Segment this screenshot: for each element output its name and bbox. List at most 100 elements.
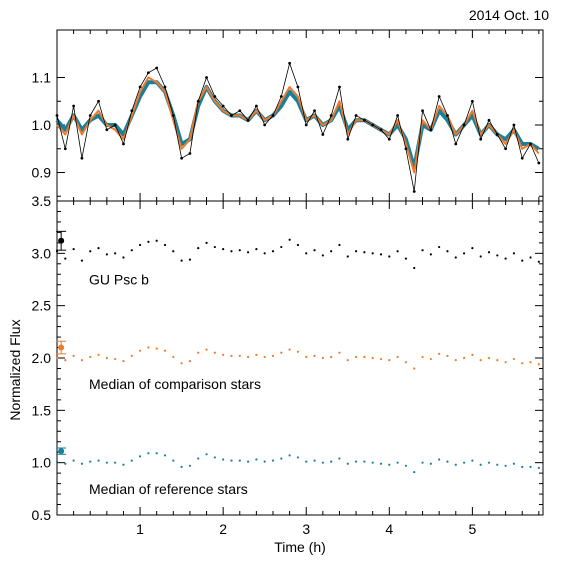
bottom-series-point	[197, 457, 200, 460]
bottom-series-point	[487, 356, 491, 360]
top-series-point	[371, 123, 375, 127]
bottom-series-point	[130, 354, 133, 358]
bottom-series-point	[429, 253, 432, 256]
top-series-point	[221, 104, 225, 108]
bottom-series-point	[421, 249, 424, 252]
bottom-series-point	[172, 250, 175, 253]
bottom-series-point	[496, 463, 499, 466]
bottom-series-point	[230, 354, 233, 358]
bottom-x-axis: 1 2 3 4 5	[73, 201, 540, 537]
top-series-point	[230, 114, 233, 117]
bottom-series-point	[462, 252, 466, 255]
top-series-point	[487, 118, 491, 122]
bottom-series-point	[479, 358, 482, 362]
bottom-series-point	[338, 243, 341, 247]
bottom-y-tick-label: 1.0	[32, 455, 52, 471]
top-series-line-0	[56, 62, 540, 192]
bottom-series-point	[305, 460, 308, 463]
bottom-series-point	[529, 361, 532, 364]
bottom-series-point	[238, 354, 241, 358]
top-series-point	[362, 118, 366, 122]
bottom-series-point	[404, 464, 408, 467]
bottom-series-point	[138, 349, 142, 352]
bottom-series-point	[471, 247, 474, 250]
bottom-series-point	[138, 243, 142, 247]
bottom-series-point	[255, 353, 258, 356]
bottom-y-tick-label: 0.5	[32, 507, 52, 523]
top-series-point	[520, 156, 524, 160]
bottom-series-point	[338, 351, 341, 354]
bottom-series-point	[122, 463, 125, 466]
bottom-series-point	[537, 260, 540, 263]
bottom-series-point	[89, 460, 92, 463]
top-series-point	[321, 133, 325, 136]
bottom-series-point	[371, 252, 374, 255]
bottom-series-point	[155, 347, 158, 350]
top-series-point	[80, 156, 84, 160]
bottom-series-point	[172, 355, 175, 359]
bottom-series-point	[213, 456, 216, 459]
bottom-series-point	[238, 459, 241, 462]
bottom-series-point	[396, 355, 399, 359]
bottom-series-point	[89, 355, 92, 359]
series-label: GU Psc b	[89, 272, 149, 288]
error-bar-point	[58, 344, 65, 351]
top-series-point	[63, 147, 67, 151]
bottom-series-point	[205, 348, 208, 351]
bottom-series-point	[305, 252, 308, 255]
bottom-series-point	[147, 452, 150, 455]
bottom-series-point	[288, 454, 291, 457]
bottom-series-point	[197, 247, 200, 250]
top-series-line-1	[56, 76, 540, 174]
bottom-series-point	[271, 354, 275, 358]
series-label: Median of reference stars	[89, 481, 248, 497]
bottom-series-point	[263, 355, 266, 359]
bottom-series-point	[321, 356, 324, 360]
bottom-series-point	[504, 464, 507, 467]
bottom-series-point	[487, 251, 491, 254]
top-series-point	[396, 114, 400, 117]
bottom-series-layer	[55, 238, 540, 474]
bottom-series-point	[80, 358, 84, 362]
bottom-series-point	[388, 463, 391, 466]
bottom-series-point	[80, 259, 84, 262]
bottom-series-point	[446, 250, 449, 253]
bottom-series-point	[280, 351, 283, 354]
bottom-series-point	[114, 357, 117, 361]
bottom-series-point	[454, 358, 457, 362]
bottom-series-point	[363, 460, 366, 463]
bottom-series-point	[537, 466, 540, 469]
bottom-series-point	[396, 461, 399, 464]
top-series-point	[97, 99, 100, 103]
bottom-series-point	[471, 459, 474, 462]
top-series-point	[346, 137, 350, 141]
error-bar-point	[58, 448, 65, 455]
bottom-series-point	[130, 249, 133, 252]
bottom-series-point	[147, 346, 150, 349]
bottom-series-point	[263, 252, 266, 255]
bottom-series-point	[163, 349, 167, 352]
bottom-series-point	[122, 256, 125, 259]
bottom-series-point	[155, 452, 158, 455]
bottom-series-point	[479, 255, 482, 258]
bottom-series-point	[230, 459, 233, 462]
bottom-series-point	[114, 252, 117, 255]
bottom-series-point	[64, 462, 67, 465]
bottom-series-point	[163, 454, 167, 457]
bottom-series-point	[288, 238, 291, 241]
bottom-series-point	[238, 249, 241, 252]
top-series-point	[180, 156, 184, 160]
top-series-point	[105, 128, 109, 132]
bottom-series-point	[512, 357, 516, 361]
bottom-series-point	[413, 266, 416, 270]
top-series-point	[263, 123, 267, 127]
top-y-tick-label: 1.0	[32, 117, 52, 133]
bottom-series-point	[388, 255, 391, 258]
top-series-point	[446, 114, 449, 117]
top-series-point	[88, 114, 92, 117]
bottom-series-point	[255, 248, 258, 251]
top-series-point	[296, 85, 300, 89]
bottom-series-point	[396, 250, 399, 253]
bottom-series-point	[521, 362, 524, 365]
bottom-series-point	[363, 251, 366, 254]
